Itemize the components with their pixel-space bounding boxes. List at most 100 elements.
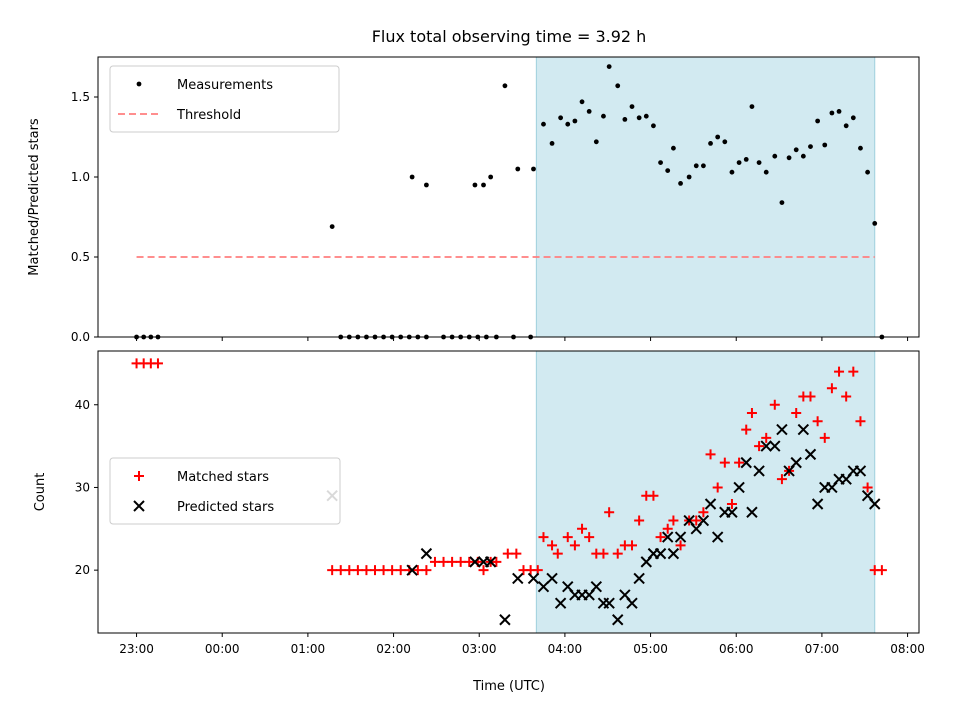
matched-star-point <box>761 432 772 443</box>
measurement-point <box>409 174 415 180</box>
axes-frame <box>97 56 920 338</box>
y-tick-label: 0.0 <box>71 330 90 344</box>
x-tick-label: 01:00 <box>291 642 326 656</box>
matched-star-point <box>776 474 787 485</box>
x-tick-label: 05:00 <box>633 642 668 656</box>
y-axis-label: Matched/Predicted stars <box>27 118 42 276</box>
measurement-point <box>722 139 728 145</box>
measurement-point <box>850 115 856 121</box>
matched-star-point <box>478 565 489 576</box>
matched-star-point <box>668 515 679 526</box>
matched-star-point <box>344 565 355 576</box>
matched-star-point <box>855 416 866 427</box>
x-tick-label: 02:00 <box>376 642 411 656</box>
matched-star-point <box>562 532 573 543</box>
measurement-point <box>693 163 699 169</box>
x-tick-label: 08:00 <box>890 642 925 656</box>
x-tick-label: 06:00 <box>719 642 754 656</box>
matched-star-point <box>841 391 852 402</box>
measurement-point <box>843 123 849 129</box>
y-tick-label: 40 <box>75 398 90 412</box>
measurement-point <box>743 157 749 162</box>
predicted-star-point <box>590 580 603 593</box>
matched-star-point <box>662 523 673 534</box>
measurement-point <box>793 147 799 153</box>
matched-star-point <box>805 391 816 402</box>
matched-star-point <box>655 532 666 543</box>
matched-star-point <box>791 408 802 419</box>
legend-label: Threshold <box>176 108 241 123</box>
y-tick-label: 0.5 <box>71 250 90 264</box>
matched-star-point <box>152 358 163 369</box>
measurement-point <box>565 121 571 127</box>
predicted-star-point <box>740 456 752 469</box>
measurement-point <box>658 160 663 166</box>
measurement-point <box>606 64 612 69</box>
matched-star-point <box>848 366 859 377</box>
measurement-point <box>829 110 835 116</box>
matched-star-point <box>455 556 466 567</box>
x-tick-label: 04:00 <box>548 642 583 656</box>
predicted-star-point <box>633 572 645 585</box>
measurement-point <box>749 104 755 109</box>
measurement-point <box>865 169 870 175</box>
x-tick-label: 03:00 <box>462 642 497 656</box>
predicted-star-point <box>869 498 881 510</box>
measurement-point <box>586 109 592 114</box>
measurement-point <box>763 169 769 175</box>
measurement-point <box>822 142 828 148</box>
measurement-point <box>472 182 478 188</box>
matched-star-point <box>769 399 780 410</box>
measurement-point <box>615 83 621 89</box>
observing-time-span <box>535 56 876 338</box>
measurement-point <box>736 160 742 166</box>
matched-star-point <box>746 408 757 419</box>
measurement-point <box>579 99 585 105</box>
matched-star-point <box>812 416 823 427</box>
predicted-star-point <box>854 465 867 477</box>
matched-star-point <box>327 565 338 576</box>
measurement-point <box>541 121 546 127</box>
measurement-point <box>678 181 683 186</box>
matched-star-point <box>369 565 380 576</box>
measurement-point <box>815 118 821 124</box>
measurement-point <box>558 115 564 121</box>
measurement-point <box>636 115 642 121</box>
observing-time-span <box>535 350 876 634</box>
matched-star-point <box>502 548 513 559</box>
matched-star-point <box>552 548 563 559</box>
predicted-star-point <box>711 531 724 543</box>
matched-star-point <box>876 565 887 576</box>
measurement-point <box>481 182 486 188</box>
measurement-point <box>622 117 628 122</box>
measurement-point <box>800 153 806 159</box>
y-tick-label: 20 <box>75 563 90 577</box>
measurement-point <box>601 113 606 119</box>
predicted-star-point <box>704 498 717 510</box>
legend: Matched stars Predicted stars <box>109 457 341 525</box>
measurement-point <box>872 221 878 226</box>
x-tick-label: 23:00 <box>119 642 154 656</box>
measurement-point <box>549 141 555 146</box>
matched-star-point <box>741 424 752 435</box>
matched-star-point <box>675 540 686 551</box>
matched-star-point <box>719 457 730 468</box>
measurement-point <box>729 169 735 175</box>
legend-box <box>109 457 341 525</box>
x-tick-label: 07:00 <box>805 642 840 656</box>
measurement-point <box>808 144 813 150</box>
matched-star-point <box>569 540 580 551</box>
y-axis-label: Count <box>33 473 48 512</box>
measurement-point <box>671 145 676 151</box>
matched-star-point <box>429 556 440 567</box>
legend: Measurements Threshold <box>109 65 340 133</box>
predicted-star-point <box>612 614 624 626</box>
x-axis-label: Time (UTC) <box>472 679 545 694</box>
measurement-point <box>836 109 842 114</box>
predicted-star-point <box>804 448 817 461</box>
measurement-point <box>665 168 671 174</box>
predicted-star-point <box>484 556 497 568</box>
legend-plus-key <box>134 471 144 481</box>
matched-star-point <box>604 507 615 518</box>
